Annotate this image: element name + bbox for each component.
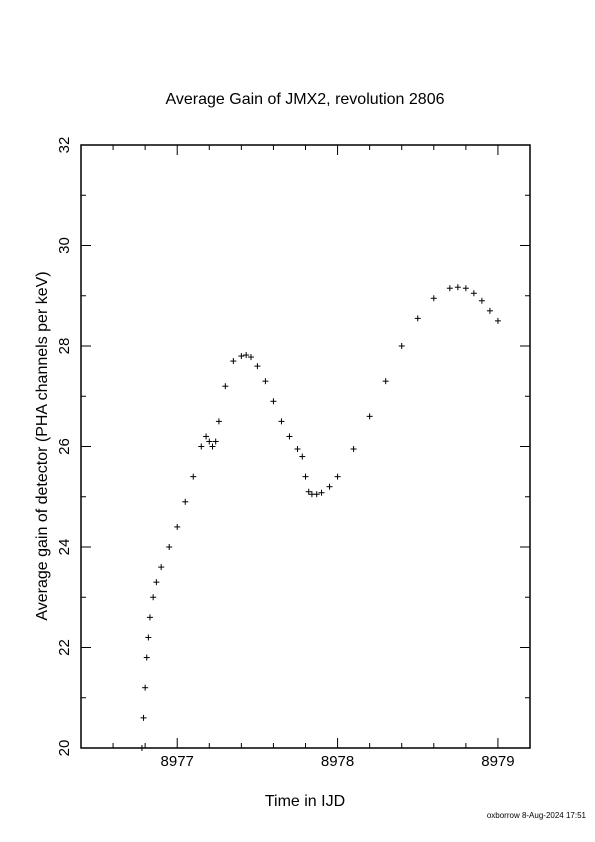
data-point	[494, 317, 501, 324]
data-point	[326, 483, 333, 490]
data-point	[138, 745, 145, 751]
x-tick-label: 8977	[161, 753, 194, 770]
data-point	[222, 383, 229, 390]
data-point	[286, 433, 293, 440]
data-point	[140, 714, 147, 721]
x-axis-label: Time in IJD	[265, 793, 345, 810]
data-point	[334, 473, 341, 480]
data-point	[243, 352, 250, 359]
data-point	[382, 378, 389, 385]
data-point	[486, 307, 493, 314]
y-axis-label: Average gain of detector (PHA channels p…	[34, 271, 51, 620]
x-tick-label: 8978	[321, 753, 354, 770]
data-point	[238, 353, 245, 360]
data-point	[212, 438, 219, 445]
data-point	[318, 489, 325, 496]
y-tick-label: 22	[56, 639, 73, 656]
y-tick-label: 30	[56, 237, 73, 254]
data-point	[143, 654, 150, 661]
data-point	[153, 579, 160, 586]
data-point	[478, 297, 485, 304]
data-point	[150, 594, 157, 601]
data-point	[313, 491, 320, 498]
data-point	[414, 315, 421, 322]
data-point	[366, 413, 373, 420]
y-tick-label: 28	[56, 338, 73, 355]
data-point	[174, 523, 181, 530]
data-point	[262, 378, 269, 385]
y-tick-label: 26	[56, 438, 73, 455]
data-point	[350, 446, 357, 453]
x-tick-label: 8979	[481, 753, 514, 770]
data-point	[198, 443, 205, 450]
data-point	[215, 418, 222, 425]
data-point	[446, 285, 453, 292]
data-point	[146, 614, 153, 621]
data-point	[142, 684, 149, 691]
data-point	[398, 343, 405, 349]
data-point	[470, 290, 477, 297]
data-point	[270, 398, 277, 405]
x-axis-ticks: 8977 8978 8979	[112, 145, 531, 770]
data-point	[145, 634, 152, 641]
y-tick-label: 20	[56, 740, 73, 757]
data-point	[278, 418, 285, 425]
chart-title: Average Gain of JMX2, revolution 2806	[166, 91, 445, 108]
data-point	[247, 354, 254, 361]
y-tick-label: 32	[56, 137, 73, 154]
footer-stamp: oxborrow 8-Aug-2024 17:51	[487, 811, 587, 820]
data-point	[209, 443, 216, 450]
data-point	[158, 564, 165, 571]
y-axis-ticks: 20 22 24 26 28 30 32	[56, 137, 530, 757]
data-point	[454, 284, 461, 291]
data-point	[182, 498, 189, 505]
data-point	[230, 358, 237, 365]
data-points	[138, 284, 501, 751]
data-point	[166, 544, 173, 550]
y-tick-label: 24	[56, 539, 73, 556]
data-point	[294, 446, 301, 453]
data-point	[190, 473, 197, 480]
data-point	[302, 473, 309, 480]
data-point	[430, 295, 437, 302]
data-point	[462, 285, 469, 292]
data-point	[299, 453, 306, 460]
data-point	[203, 433, 210, 440]
data-point	[254, 363, 261, 370]
data-point	[305, 488, 312, 495]
data-point	[206, 438, 213, 445]
